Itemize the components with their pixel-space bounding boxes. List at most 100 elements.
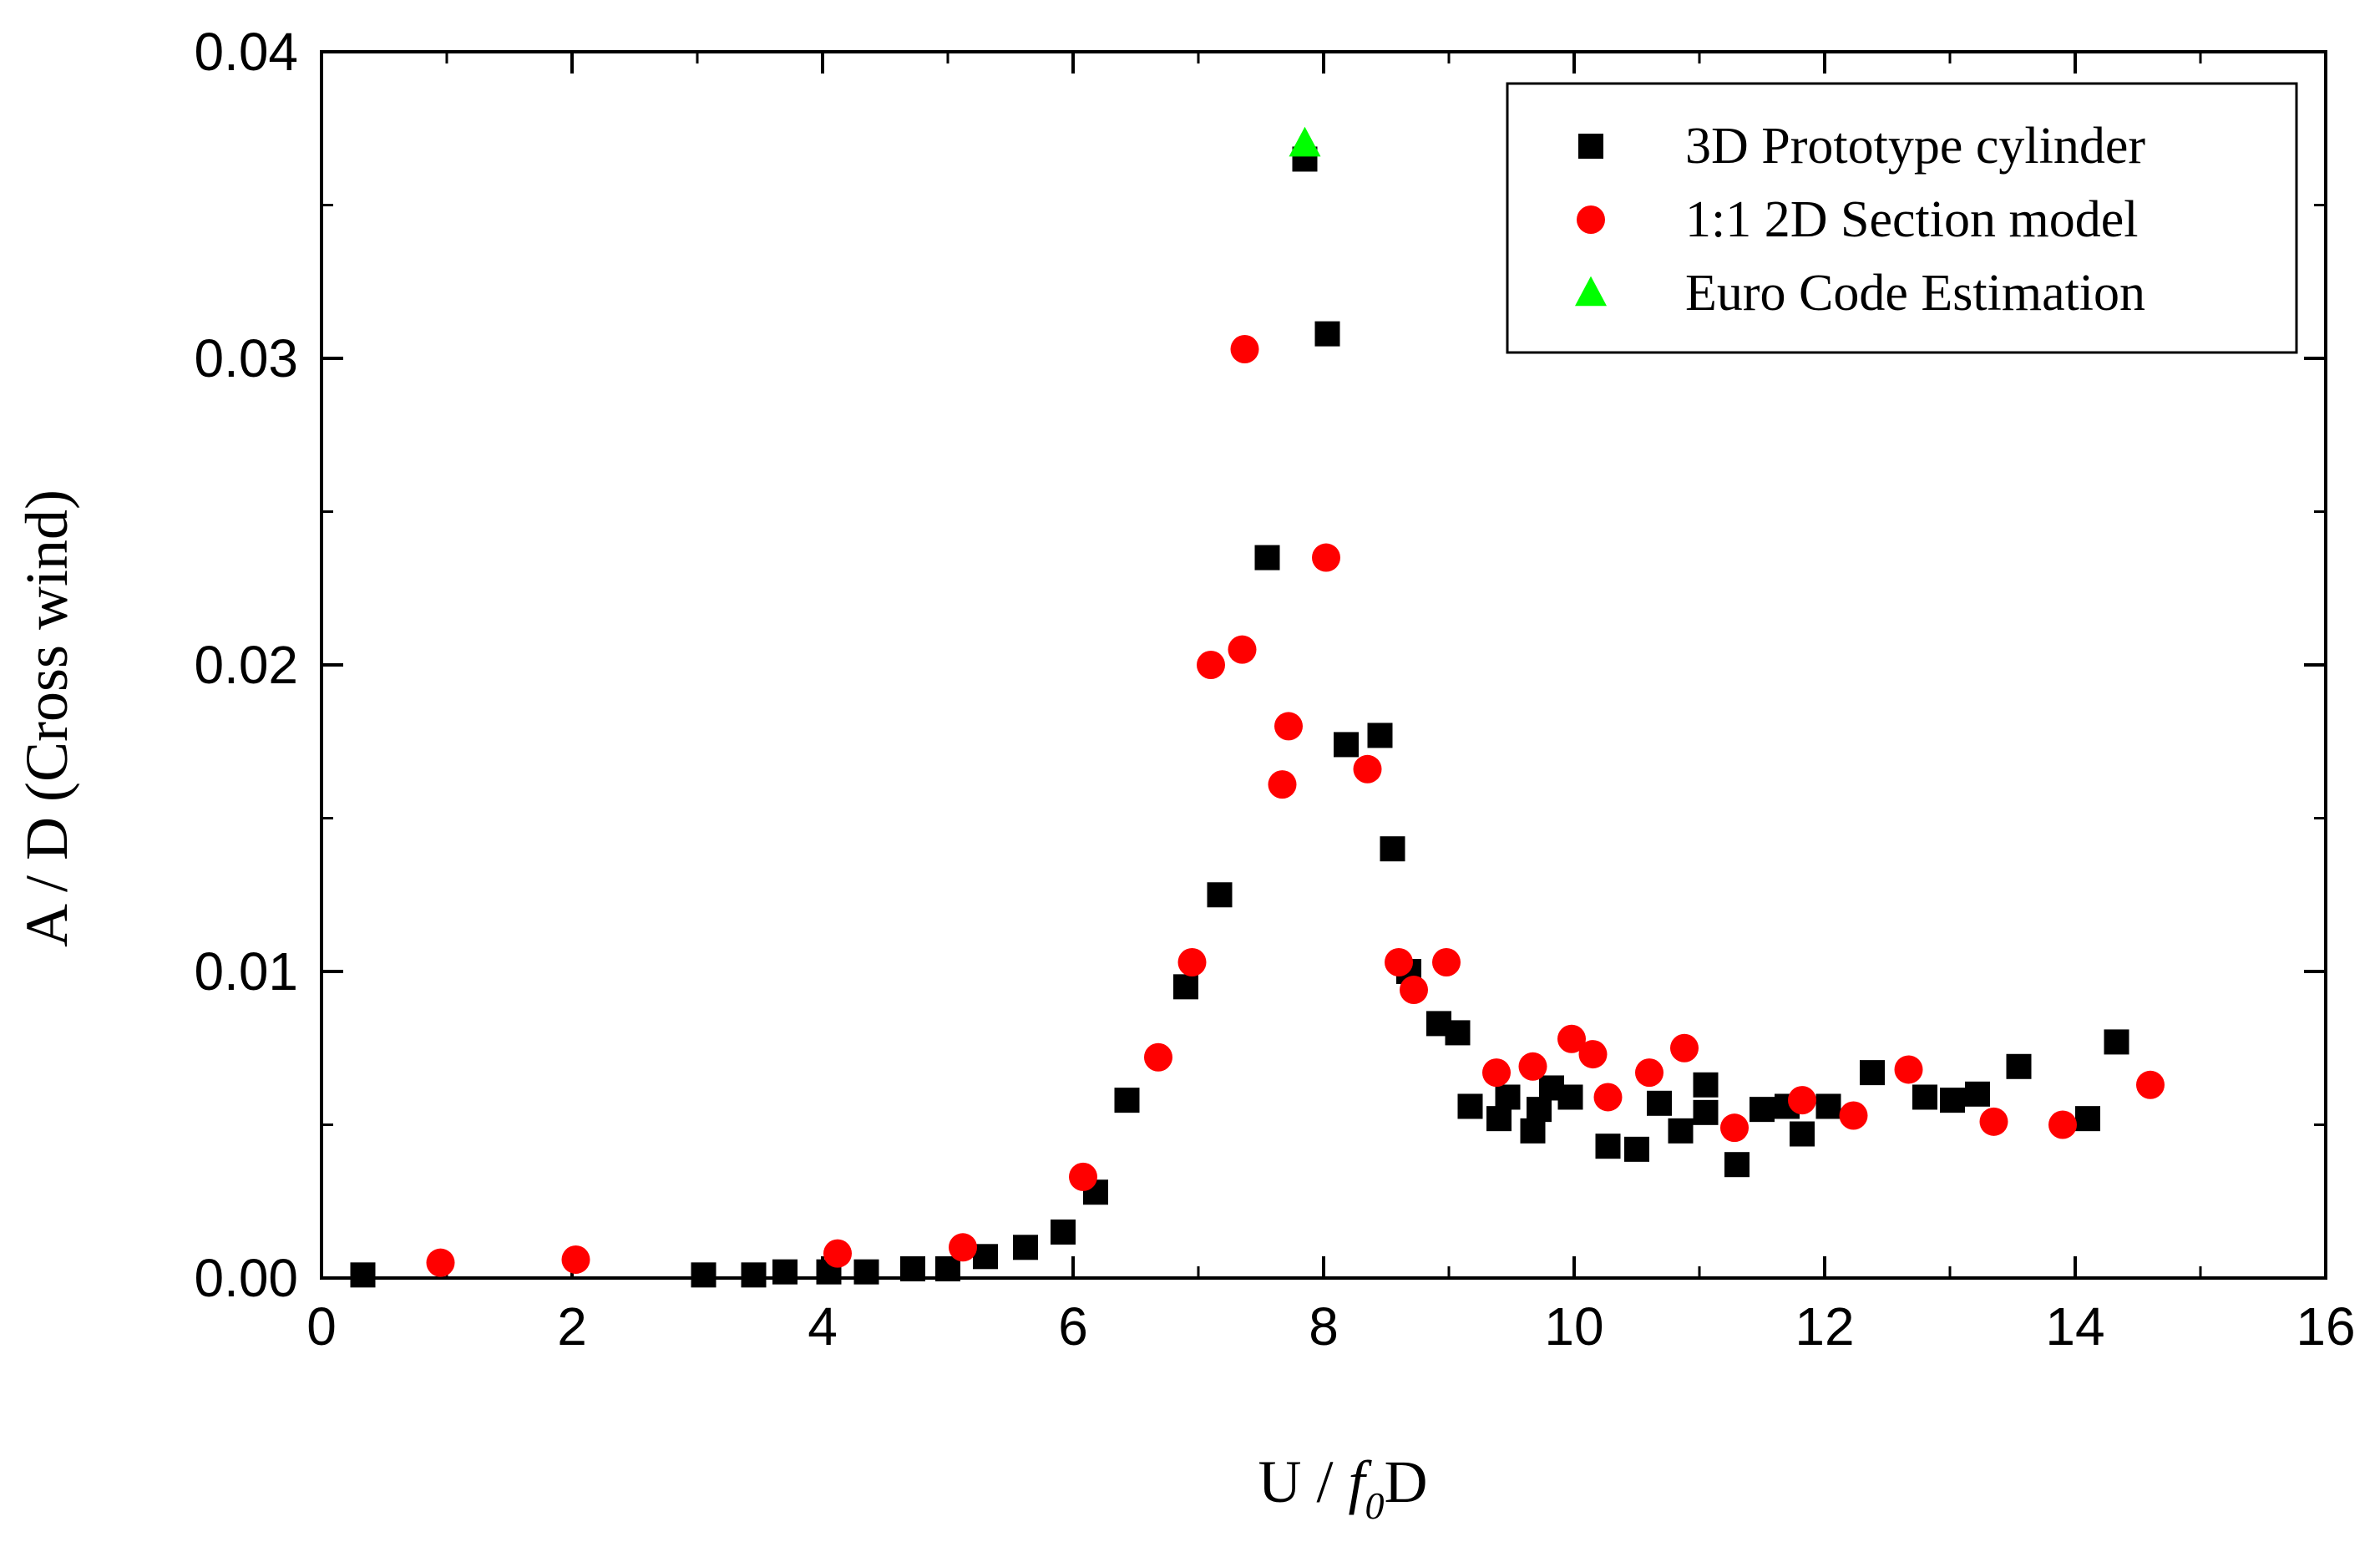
y-tick-label: 0.04	[194, 22, 298, 82]
x-tick-label: 4	[808, 1296, 838, 1357]
legend-label: Euro Code Estimation	[1685, 265, 2145, 322]
square-point	[1314, 321, 1340, 347]
axis-ticks	[320, 50, 2327, 1280]
legend-label: 1:1 2D Section model	[1685, 191, 2138, 248]
circle-point	[1593, 1083, 1623, 1112]
x-tick-label: 10	[1544, 1296, 1603, 1357]
x-tick-label: 14	[2045, 1296, 2104, 1357]
circle-point	[949, 1233, 977, 1262]
legend-frame	[1506, 82, 2298, 354]
circle-point	[1400, 976, 1428, 1005]
square-point	[1367, 723, 1393, 748]
square-point	[1495, 1084, 1521, 1110]
circle-point	[426, 1248, 455, 1277]
x-tick-label: 6	[1058, 1296, 1088, 1357]
circle-point	[1197, 651, 1225, 679]
circle-point	[1268, 770, 1297, 799]
square-point	[1940, 1088, 1965, 1113]
legend-marker	[1577, 205, 1605, 234]
x-tick-label: 16	[2296, 1296, 2355, 1357]
circle-point	[1482, 1058, 1511, 1088]
series-2	[426, 334, 2165, 1277]
circle-point	[1635, 1058, 1663, 1088]
square-point	[1965, 1081, 1990, 1107]
legend-entry: 3D Prototype cylinder	[1578, 118, 2145, 175]
x-axis-title-prefix: U /	[1258, 1448, 1348, 1515]
square-point	[1527, 1097, 1552, 1123]
legend-label: 3D Prototype cylinder	[1685, 118, 2145, 175]
x-tick-label: 8	[1309, 1296, 1339, 1357]
square-point	[772, 1259, 798, 1285]
circle-point	[1274, 712, 1303, 741]
legend-entry: 1:1 2D Section model	[1577, 191, 2138, 248]
square-point	[1207, 882, 1233, 908]
square-point	[1486, 1106, 1512, 1132]
y-tick-label: 0.03	[194, 328, 298, 388]
square-point	[691, 1262, 717, 1288]
square-point	[1912, 1084, 1937, 1110]
circle-point	[1228, 635, 1257, 664]
square-point	[2104, 1029, 2129, 1055]
square-point	[1647, 1090, 1672, 1116]
circle-point	[1518, 1052, 1547, 1081]
x-axis-title-subscript: 0	[1365, 1484, 1385, 1527]
tick-labels: 0 2 4 6 8 10 12 14 16 0.00 0.01 0.02 0.03 0.04	[194, 22, 2355, 1357]
x-tick-label: 0	[306, 1296, 337, 1357]
circle-point	[1788, 1086, 1816, 1115]
square-point	[1173, 974, 1198, 1000]
square-point	[1750, 1097, 1775, 1123]
x-axis-title: U / f0D	[1258, 1448, 1427, 1527]
circle-point	[1312, 543, 1340, 572]
square-point	[2006, 1053, 2032, 1079]
y-axis-title: A / D (Cross wind)	[13, 489, 80, 947]
square-point	[1457, 1093, 1483, 1119]
circle-point	[1670, 1033, 1699, 1063]
square-point	[741, 1262, 767, 1288]
square-point	[900, 1255, 925, 1281]
circle-point	[1230, 334, 1259, 363]
square-point	[1724, 1152, 1750, 1178]
square-point	[853, 1259, 879, 1285]
square-point	[1254, 545, 1280, 571]
square-point	[1445, 1020, 1471, 1046]
square-point	[1815, 1093, 1841, 1119]
square-point	[2075, 1106, 2100, 1132]
circle-point	[823, 1239, 852, 1268]
square-point	[1624, 1136, 1649, 1162]
square-point	[935, 1255, 960, 1281]
square-point	[1790, 1121, 1815, 1147]
square-point	[1380, 836, 1405, 862]
square-point	[1334, 732, 1359, 758]
circle-point	[1557, 1024, 1586, 1053]
square-point	[1668, 1118, 1694, 1144]
x-tick-label: 2	[557, 1296, 587, 1357]
legend-marker	[1575, 276, 1607, 307]
circle-point	[2136, 1070, 2165, 1099]
x-tick-label: 12	[1795, 1296, 1854, 1357]
square-point	[1557, 1084, 1583, 1110]
square-point	[1520, 1118, 1546, 1144]
circle-point	[1720, 1113, 1749, 1143]
circle-point	[561, 1245, 590, 1274]
square-point	[1860, 1060, 1885, 1086]
square-point	[1693, 1099, 1719, 1125]
circle-point	[2048, 1110, 2077, 1139]
circle-point	[1432, 947, 1461, 976]
square-point	[1114, 1088, 1140, 1113]
square-point	[1013, 1235, 1038, 1260]
circle-point	[1839, 1101, 1868, 1130]
circle-point	[1578, 1040, 1608, 1069]
legend: 3D Prototype cylinder 1:1 2D Section mode…	[1506, 82, 2298, 354]
legend-marker	[1578, 134, 1603, 159]
circle-point	[1177, 947, 1207, 976]
square-point	[350, 1262, 376, 1288]
square-point	[1693, 1072, 1719, 1098]
y-tick-label: 0.00	[194, 1248, 298, 1308]
square-point	[1595, 1134, 1621, 1159]
circle-point	[1979, 1107, 2008, 1136]
series-3	[1289, 126, 1321, 157]
circle-point	[1894, 1055, 1923, 1084]
legend-entry: Euro Code Estimation	[1575, 265, 2145, 322]
triangle-point	[1289, 126, 1321, 157]
circle-point	[1069, 1162, 1097, 1191]
